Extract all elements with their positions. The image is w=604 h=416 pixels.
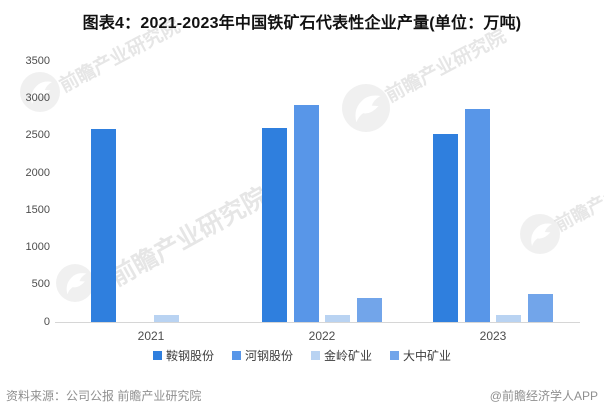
y-tick-label: 0 bbox=[43, 315, 50, 328]
bar-series1-2022[interactable] bbox=[262, 127, 287, 322]
bar-series2-2023[interactable] bbox=[464, 108, 490, 322]
y-tick-label: 1000 bbox=[25, 241, 50, 253]
bar-series3-2021[interactable] bbox=[154, 314, 180, 322]
y-tick-label: 500 bbox=[31, 278, 50, 291]
x-tick-label-2023: 2023 bbox=[479, 329, 507, 343]
legend-item-3[interactable]: 金岭矿业 bbox=[311, 347, 372, 364]
x-tick-label-2022: 2022 bbox=[308, 329, 336, 343]
legend-label: 河钢股份 bbox=[244, 348, 293, 363]
legend-item-4[interactable]: 大中矿业 bbox=[390, 347, 451, 364]
y-tick-label: 3000 bbox=[25, 92, 50, 105]
bar-series4-2022[interactable] bbox=[356, 298, 382, 322]
chart-title: 图表4：2021-2023年中国铁矿石代表性企业产量(单位：万吨) bbox=[82, 15, 522, 32]
bar-series1-2021[interactable] bbox=[91, 129, 116, 322]
bar-series4-2023[interactable] bbox=[527, 294, 553, 322]
bar-series1-2023[interactable] bbox=[433, 133, 458, 322]
bar-series2-2022[interactable] bbox=[293, 104, 319, 322]
watermark-text: 前瞻产业研究院 bbox=[105, 182, 273, 292]
source-text: 资料来源：公司公报 前瞻产业研究院 bbox=[6, 389, 202, 403]
qianzhan-logo-icon bbox=[520, 214, 560, 254]
x-axis-line bbox=[55, 322, 580, 323]
watermark-text: 前瞻产业研究院 bbox=[551, 158, 604, 236]
legend-label: 大中矿业 bbox=[403, 348, 452, 363]
x-tick-label-2021: 2021 bbox=[137, 329, 165, 343]
legend: 鞍钢股份 河钢股份 金岭矿业 大中矿业 bbox=[0, 347, 604, 363]
qianzhan-logo-icon bbox=[56, 264, 94, 302]
legend-item-1[interactable]: 鞍钢股份 bbox=[152, 347, 214, 364]
legend-swatch-icon bbox=[231, 350, 241, 360]
legend-swatch-icon bbox=[311, 350, 320, 360]
qianzhan-logo-icon bbox=[342, 84, 390, 132]
legend-item-2[interactable]: 河钢股份 bbox=[231, 347, 293, 364]
footer: 资料来源：公司公报 前瞻产业研究院 @前瞻经济学人APP bbox=[6, 387, 598, 404]
bar-series3-2023[interactable] bbox=[496, 314, 522, 322]
credit-text: @前瞻经济学人APP bbox=[489, 389, 598, 403]
y-tick-label: 1500 bbox=[25, 203, 50, 216]
legend-swatch-icon bbox=[152, 350, 162, 360]
legend-swatch-icon bbox=[390, 350, 400, 360]
y-tick-label: 2500 bbox=[25, 129, 50, 142]
y-tick-label: 2000 bbox=[25, 166, 50, 179]
y-tick-label: 3500 bbox=[25, 54, 50, 67]
bar-series3-2022[interactable] bbox=[325, 314, 351, 322]
watermark-text: 前瞻产业研究院 bbox=[382, 25, 510, 107]
legend-label: 金岭矿业 bbox=[324, 348, 373, 363]
legend-label: 鞍钢股份 bbox=[165, 348, 214, 363]
